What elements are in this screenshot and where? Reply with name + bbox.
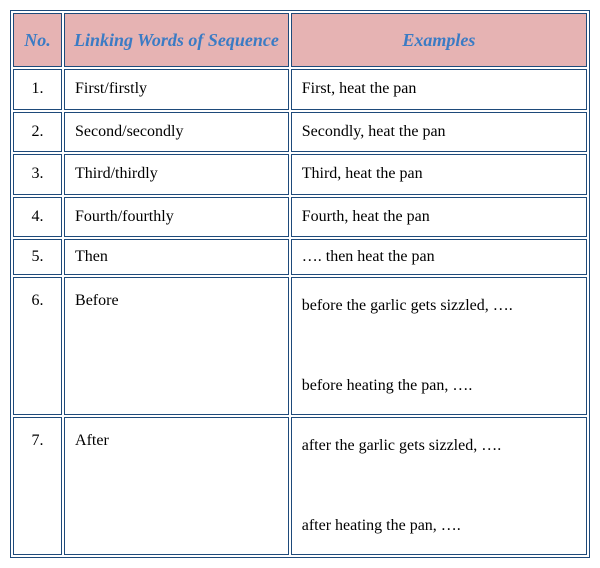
cell-example: Secondly, heat the pan — [291, 112, 587, 152]
table-row: 6. Before before the garlic gets sizzled… — [13, 277, 587, 415]
cell-linking: Third/thirdly — [64, 154, 289, 194]
cell-example: after the garlic gets sizzled, ….after h… — [291, 417, 587, 555]
cell-example: Third, heat the pan — [291, 154, 587, 194]
header-row: No. Linking Words of Sequence Examples — [13, 13, 587, 67]
header-no: No. — [13, 13, 62, 67]
header-examples: Examples — [291, 13, 587, 67]
cell-linking: Then — [64, 239, 289, 275]
cell-example: First, heat the pan — [291, 69, 587, 109]
table-row: 2. Second/secondly Secondly, heat the pa… — [13, 112, 587, 152]
table-row: 3. Third/thirdly Third, heat the pan — [13, 154, 587, 194]
cell-no: 1. — [13, 69, 62, 109]
cell-no: 3. — [13, 154, 62, 194]
table-body: 1. First/firstly First, heat the pan 2. … — [13, 69, 587, 555]
table-row: 1. First/firstly First, heat the pan — [13, 69, 587, 109]
header-linking-words: Linking Words of Sequence — [64, 13, 289, 67]
cell-no: 4. — [13, 197, 62, 237]
cell-no: 6. — [13, 277, 62, 415]
table-row: 7. After after the garlic gets sizzled, … — [13, 417, 587, 555]
cell-linking: After — [64, 417, 289, 555]
cell-linking: First/firstly — [64, 69, 289, 109]
table-row: 4. Fourth/fourthly Fourth, heat the pan — [13, 197, 587, 237]
cell-no: 2. — [13, 112, 62, 152]
cell-linking: Second/secondly — [64, 112, 289, 152]
table-row: 5. Then …. then heat the pan — [13, 239, 587, 275]
linking-words-table: No. Linking Words of Sequence Examples 1… — [10, 10, 590, 558]
cell-example: Fourth, heat the pan — [291, 197, 587, 237]
cell-linking: Before — [64, 277, 289, 415]
cell-no: 5. — [13, 239, 62, 275]
cell-example: …. then heat the pan — [291, 239, 587, 275]
table-header: No. Linking Words of Sequence Examples — [13, 13, 587, 67]
cell-no: 7. — [13, 417, 62, 555]
cell-linking: Fourth/fourthly — [64, 197, 289, 237]
cell-example: before the garlic gets sizzled, ….before… — [291, 277, 587, 415]
